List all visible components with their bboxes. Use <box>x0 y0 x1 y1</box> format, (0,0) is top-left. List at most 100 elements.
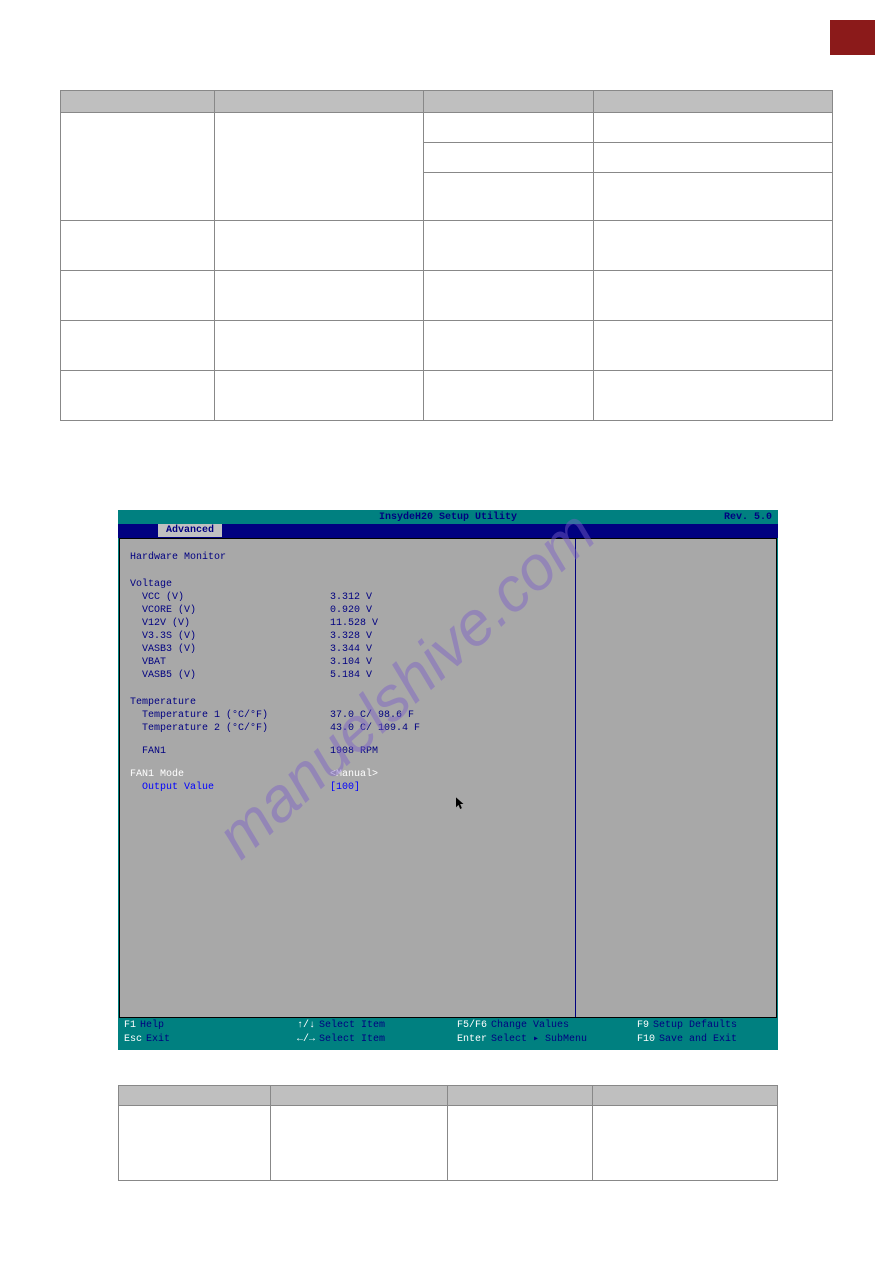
table-row <box>61 371 833 421</box>
voltage-label: V12V (V) <box>130 617 330 630</box>
th-3 <box>448 1086 593 1106</box>
cell <box>593 271 832 321</box>
cell <box>215 321 423 371</box>
th-1 <box>61 91 215 113</box>
temp-row: Temperature 2 (°C/°F)43.0 C/ 109.4 F <box>130 722 565 735</box>
footer-row-2: EscExit ←/→Select Item EnterSelect ▸ Sub… <box>124 1032 772 1046</box>
bios-left-panel: Hardware Monitor Voltage VCC (V)3.312 V … <box>120 539 575 1017</box>
cell <box>423 321 593 371</box>
cursor-icon <box>456 797 466 811</box>
action-select-item: Select Item <box>319 1034 385 1045</box>
cell <box>423 113 593 143</box>
th-3 <box>423 91 593 113</box>
cell <box>215 371 423 421</box>
key-enter: Enter <box>457 1034 491 1045</box>
bios-screenshot: InsydeH20 Setup Utility Rev. 5.0 Advance… <box>118 510 778 1050</box>
output-label: Output Value <box>130 781 330 794</box>
voltage-row: VASB3 (V)3.344 V <box>130 643 565 656</box>
fan-row: FAN11908 RPM <box>130 745 565 758</box>
voltage-value: 5.184 V <box>330 669 372 682</box>
voltage-row: VCORE (V)0.920 V <box>130 604 565 617</box>
key-updown: ↑/↓ <box>297 1020 319 1031</box>
cell <box>270 1106 448 1181</box>
voltage-value: 3.104 V <box>330 656 372 669</box>
tab-advanced[interactable]: Advanced <box>158 524 222 537</box>
voltage-row: V12V (V)11.528 V <box>130 617 565 630</box>
action-save-exit: Save and Exit <box>659 1034 737 1045</box>
key-f5f6: F5/F6 <box>457 1020 491 1031</box>
cell <box>593 143 832 173</box>
footer-row-1: F1Help ↑/↓Select Item F5/F6Change Values… <box>124 1018 772 1032</box>
bios-title: InsydeH20 Setup Utility <box>379 512 517 523</box>
voltage-label: VCC (V) <box>130 591 330 604</box>
th-4 <box>593 1086 778 1106</box>
cell <box>61 371 215 421</box>
table-header <box>61 91 833 113</box>
voltage-row: V3.3S (V)3.328 V <box>130 630 565 643</box>
th-1 <box>119 1086 271 1106</box>
cell <box>448 1106 593 1181</box>
action-select-item: Select Item <box>319 1020 385 1031</box>
output-value-row[interactable]: Output Value[100] <box>130 781 565 794</box>
temp-value: 37.0 C/ 98.6 F <box>330 709 414 722</box>
bios-titlebar: InsydeH20 Setup Utility Rev. 5.0 <box>118 510 778 524</box>
bios-revision: Rev. 5.0 <box>724 511 772 524</box>
cell <box>119 1106 271 1181</box>
table-row <box>61 321 833 371</box>
cell <box>423 173 593 221</box>
cell <box>215 221 423 271</box>
bios-help-panel <box>575 539 776 1017</box>
cell <box>61 113 215 221</box>
cell <box>61 271 215 321</box>
voltage-value: 3.344 V <box>330 643 372 656</box>
action-help: Help <box>140 1020 164 1031</box>
key-leftright: ←/→ <box>297 1034 319 1045</box>
cell <box>593 1106 778 1181</box>
key-f1: F1 <box>124 1020 140 1031</box>
action-change-values: Change Values <box>491 1020 569 1031</box>
cell <box>593 321 832 371</box>
voltage-value: 0.920 V <box>330 604 372 617</box>
voltage-value: 3.328 V <box>330 630 372 643</box>
cell <box>593 113 832 143</box>
table-row <box>61 113 833 143</box>
temperature-heading: Temperature <box>130 696 565 709</box>
cell <box>61 321 215 371</box>
key-f10: F10 <box>637 1034 659 1045</box>
th-4 <box>593 91 832 113</box>
fan-label: FAN1 <box>130 745 330 758</box>
fan-mode-value: <Manual> <box>330 768 378 781</box>
lower-settings-table <box>118 1085 778 1181</box>
cell <box>215 113 423 221</box>
table-row <box>61 271 833 321</box>
cell <box>423 143 593 173</box>
table-header <box>119 1086 778 1106</box>
voltage-value: 3.312 V <box>330 591 372 604</box>
cell <box>593 221 832 271</box>
corner-badge <box>830 20 875 55</box>
fan-mode-label: FAN1 Mode <box>130 768 330 781</box>
cell <box>423 271 593 321</box>
temp-row: Temperature 1 (°C/°F)37.0 C/ 98.6 F <box>130 709 565 722</box>
action-exit: Exit <box>146 1034 170 1045</box>
bios-body: Hardware Monitor Voltage VCC (V)3.312 V … <box>119 538 777 1018</box>
fan-mode-row[interactable]: FAN1 Mode<Manual> <box>130 768 565 781</box>
output-value: [100] <box>330 781 360 794</box>
upper-settings-table <box>60 90 833 421</box>
hw-monitor-heading: Hardware Monitor <box>130 551 565 564</box>
action-setup-defaults: Setup Defaults <box>653 1020 737 1031</box>
action-submenu: Select ▸ SubMenu <box>491 1034 587 1045</box>
th-2 <box>270 1086 448 1106</box>
voltage-row: VBAT3.104 V <box>130 656 565 669</box>
voltage-label: VCORE (V) <box>130 604 330 617</box>
th-2 <box>215 91 423 113</box>
voltage-label: VASB5 (V) <box>130 669 330 682</box>
voltage-label: VBAT <box>130 656 330 669</box>
bios-tabbar: Advanced <box>118 524 778 538</box>
voltage-value: 11.528 V <box>330 617 378 630</box>
cell <box>593 371 832 421</box>
fan-value: 1908 RPM <box>330 745 378 758</box>
key-esc: Esc <box>124 1034 146 1045</box>
cell <box>61 221 215 271</box>
temp-label: Temperature 1 (°C/°F) <box>130 709 330 722</box>
